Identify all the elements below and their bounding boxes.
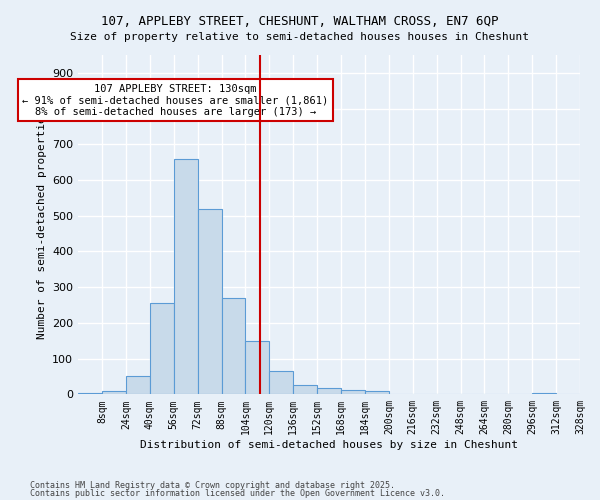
Bar — [150, 303, 174, 394]
X-axis label: Distribution of semi-detached houses by size in Cheshunt: Distribution of semi-detached houses by … — [140, 440, 518, 450]
Bar — [221, 298, 245, 394]
Bar — [245, 341, 269, 394]
Text: 107, APPLEBY STREET, CHESHUNT, WALTHAM CROSS, EN7 6QP: 107, APPLEBY STREET, CHESHUNT, WALTHAM C… — [101, 15, 499, 28]
Bar — [197, 208, 221, 394]
Bar — [174, 158, 197, 394]
Text: Contains public sector information licensed under the Open Government Licence v3: Contains public sector information licen… — [30, 488, 445, 498]
Bar — [317, 388, 341, 394]
Text: Size of property relative to semi-detached houses houses in Cheshunt: Size of property relative to semi-detach… — [71, 32, 530, 42]
Bar — [365, 391, 389, 394]
Bar — [341, 390, 365, 394]
Bar — [532, 392, 556, 394]
Y-axis label: Number of semi-detached properties: Number of semi-detached properties — [37, 110, 47, 340]
Text: 107 APPLEBY STREET: 130sqm
← 91% of semi-detached houses are smaller (1,861)
8% : 107 APPLEBY STREET: 130sqm ← 91% of semi… — [22, 84, 328, 117]
Bar — [126, 376, 150, 394]
Bar — [293, 386, 317, 394]
Bar — [102, 391, 126, 394]
Text: Contains HM Land Registry data © Crown copyright and database right 2025.: Contains HM Land Registry data © Crown c… — [30, 481, 395, 490]
Bar — [78, 392, 102, 394]
Bar — [269, 371, 293, 394]
